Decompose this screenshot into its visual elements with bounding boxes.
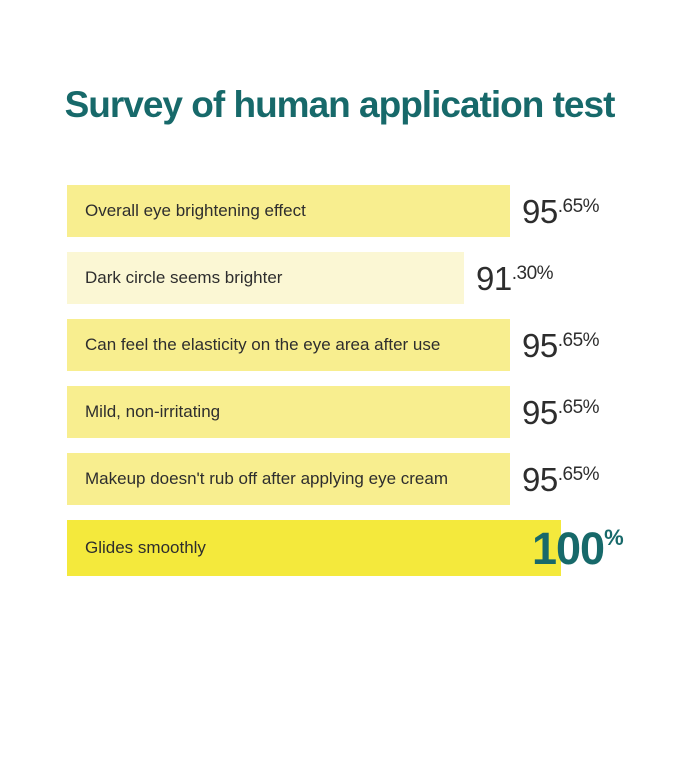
survey-percentage: 95.65% bbox=[522, 326, 600, 364]
survey-bar-label: Glides smoothly bbox=[85, 538, 206, 558]
percentage-fraction: .30% bbox=[511, 262, 554, 284]
survey-percentage: 95.65% bbox=[522, 192, 600, 230]
survey-row: Makeup doesn't rub off after applying ey… bbox=[67, 453, 627, 506]
survey-row: Can feel the elasticity on the eye area … bbox=[67, 319, 627, 372]
survey-row: Mild, non-irritating 95.65% bbox=[67, 386, 627, 439]
survey-infographic: Survey of human application test Overall… bbox=[0, 84, 679, 763]
survey-percentage: 95.65% bbox=[522, 460, 600, 498]
survey-bar-label: Dark circle seems brighter bbox=[85, 268, 283, 288]
percentage-integer: 91 bbox=[476, 259, 512, 297]
survey-percentage: 91.30% bbox=[476, 259, 554, 297]
percentage-integer: 95 bbox=[522, 460, 558, 498]
survey-bar: Can feel the elasticity on the eye area … bbox=[67, 319, 510, 372]
survey-bar-label: Can feel the elasticity on the eye area … bbox=[85, 335, 441, 355]
survey-bar-label: Overall eye brightening effect bbox=[85, 201, 306, 221]
survey-percentage: 100% bbox=[532, 522, 624, 574]
survey-bar: Overall eye brightening effect bbox=[67, 185, 510, 238]
bar-chart: Overall eye brightening effect 95.65% Da… bbox=[67, 185, 627, 577]
percentage-fraction: .65% bbox=[557, 195, 600, 217]
survey-percentage: 95.65% bbox=[522, 393, 600, 431]
survey-row: Dark circle seems brighter 91.30% bbox=[67, 252, 627, 305]
percentage-fraction: .65% bbox=[557, 396, 600, 418]
percentage-integer: 95 bbox=[522, 192, 558, 230]
percentage-integer: 95 bbox=[522, 326, 558, 364]
survey-bar-label: Mild, non-irritating bbox=[85, 402, 221, 422]
survey-bar: Dark circle seems brighter bbox=[67, 252, 464, 305]
percentage-integer: 100 bbox=[532, 522, 605, 574]
percentage-fraction: % bbox=[604, 524, 624, 550]
percentage-fraction: .65% bbox=[557, 329, 600, 351]
percentage-fraction: .65% bbox=[557, 463, 600, 485]
survey-row: Glides smoothly 100% bbox=[67, 520, 627, 577]
page-title: Survey of human application test bbox=[64, 84, 616, 125]
survey-bar: Mild, non-irritating bbox=[67, 386, 510, 439]
survey-row: Overall eye brightening effect 95.65% bbox=[67, 185, 627, 238]
survey-bar: Glides smoothly bbox=[67, 520, 561, 577]
survey-bar: Makeup doesn't rub off after applying ey… bbox=[67, 453, 510, 506]
percentage-integer: 95 bbox=[522, 393, 558, 431]
survey-bar-label: Makeup doesn't rub off after applying ey… bbox=[85, 469, 448, 489]
